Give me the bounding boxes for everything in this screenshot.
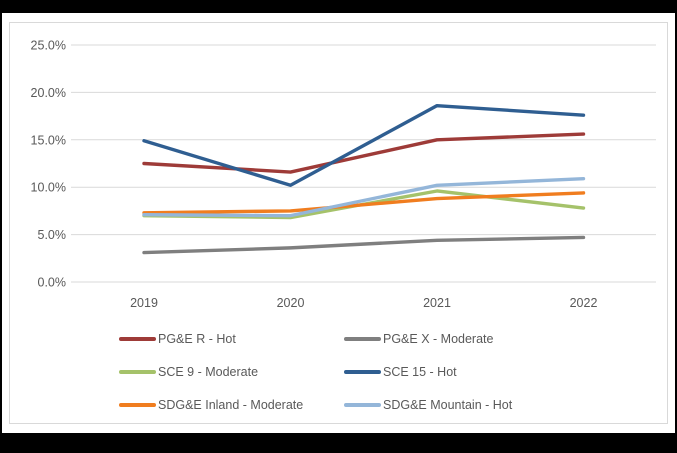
- series-line: [142, 235, 586, 255]
- chart-legend: PG&E R - Hot PG&E X - Moderate SCE 9 - M…: [119, 329, 604, 415]
- legend-item: PG&E X - Moderate: [344, 329, 604, 349]
- y-axis-tick-label: 5.0%: [38, 228, 67, 242]
- x-axis-label: 2020: [277, 296, 305, 310]
- series-line: [142, 103, 586, 188]
- legend-label: PG&E X - Moderate: [383, 332, 494, 346]
- x-axis-label: 2022: [570, 296, 598, 310]
- legend-label: PG&E R - Hot: [158, 332, 236, 346]
- y-axis-tick-label: 10.0%: [31, 181, 66, 195]
- x-axis-label: 2019: [130, 296, 158, 310]
- line-chart: 25.0% 20.0% 15.0% 10.0% 5.0% 0.0% 2019 2020 2021…: [9, 22, 668, 424]
- legend-item: PG&E R - Hot: [119, 329, 344, 349]
- series-line: [142, 176, 586, 218]
- legend-swatch-line: [344, 337, 381, 341]
- y-axis-tick-label: 0.0%: [38, 276, 67, 290]
- legend-swatch-line: [119, 370, 156, 374]
- plot-area: 25.0% 20.0% 15.0% 10.0% 5.0% 0.0% 2019 2020 2021…: [31, 39, 656, 310]
- legend-item: SDG&E Mountain - Hot: [344, 395, 604, 415]
- legend-item: SCE 15 - Hot: [344, 362, 604, 382]
- legend-swatch-line: [119, 403, 156, 407]
- legend-label: SCE 15 - Hot: [383, 365, 457, 379]
- y-axis-tick-label: 20.0%: [31, 86, 66, 100]
- page-background: 25.0% 20.0% 15.0% 10.0% 5.0% 0.0% 2019 2020 2021…: [2, 13, 675, 433]
- legend-item: SCE 9 - Moderate: [119, 362, 344, 382]
- legend-swatch-line: [119, 337, 156, 341]
- legend-item: SDG&E Inland - Moderate: [119, 395, 344, 415]
- x-axis-label: 2021: [423, 296, 451, 310]
- y-axis-tick-label: 15.0%: [31, 133, 66, 147]
- legend-swatch-line: [344, 403, 381, 407]
- y-axis-tick-label: 25.0%: [31, 39, 66, 53]
- series-line: [142, 191, 586, 215]
- series-line: [142, 132, 586, 174]
- legend-swatch-line: [344, 370, 381, 374]
- legend-label: SDG&E Inland - Moderate: [158, 398, 304, 412]
- legend-label: SDG&E Mountain - Hot: [383, 398, 513, 412]
- legend-label: SCE 9 - Moderate: [158, 365, 259, 379]
